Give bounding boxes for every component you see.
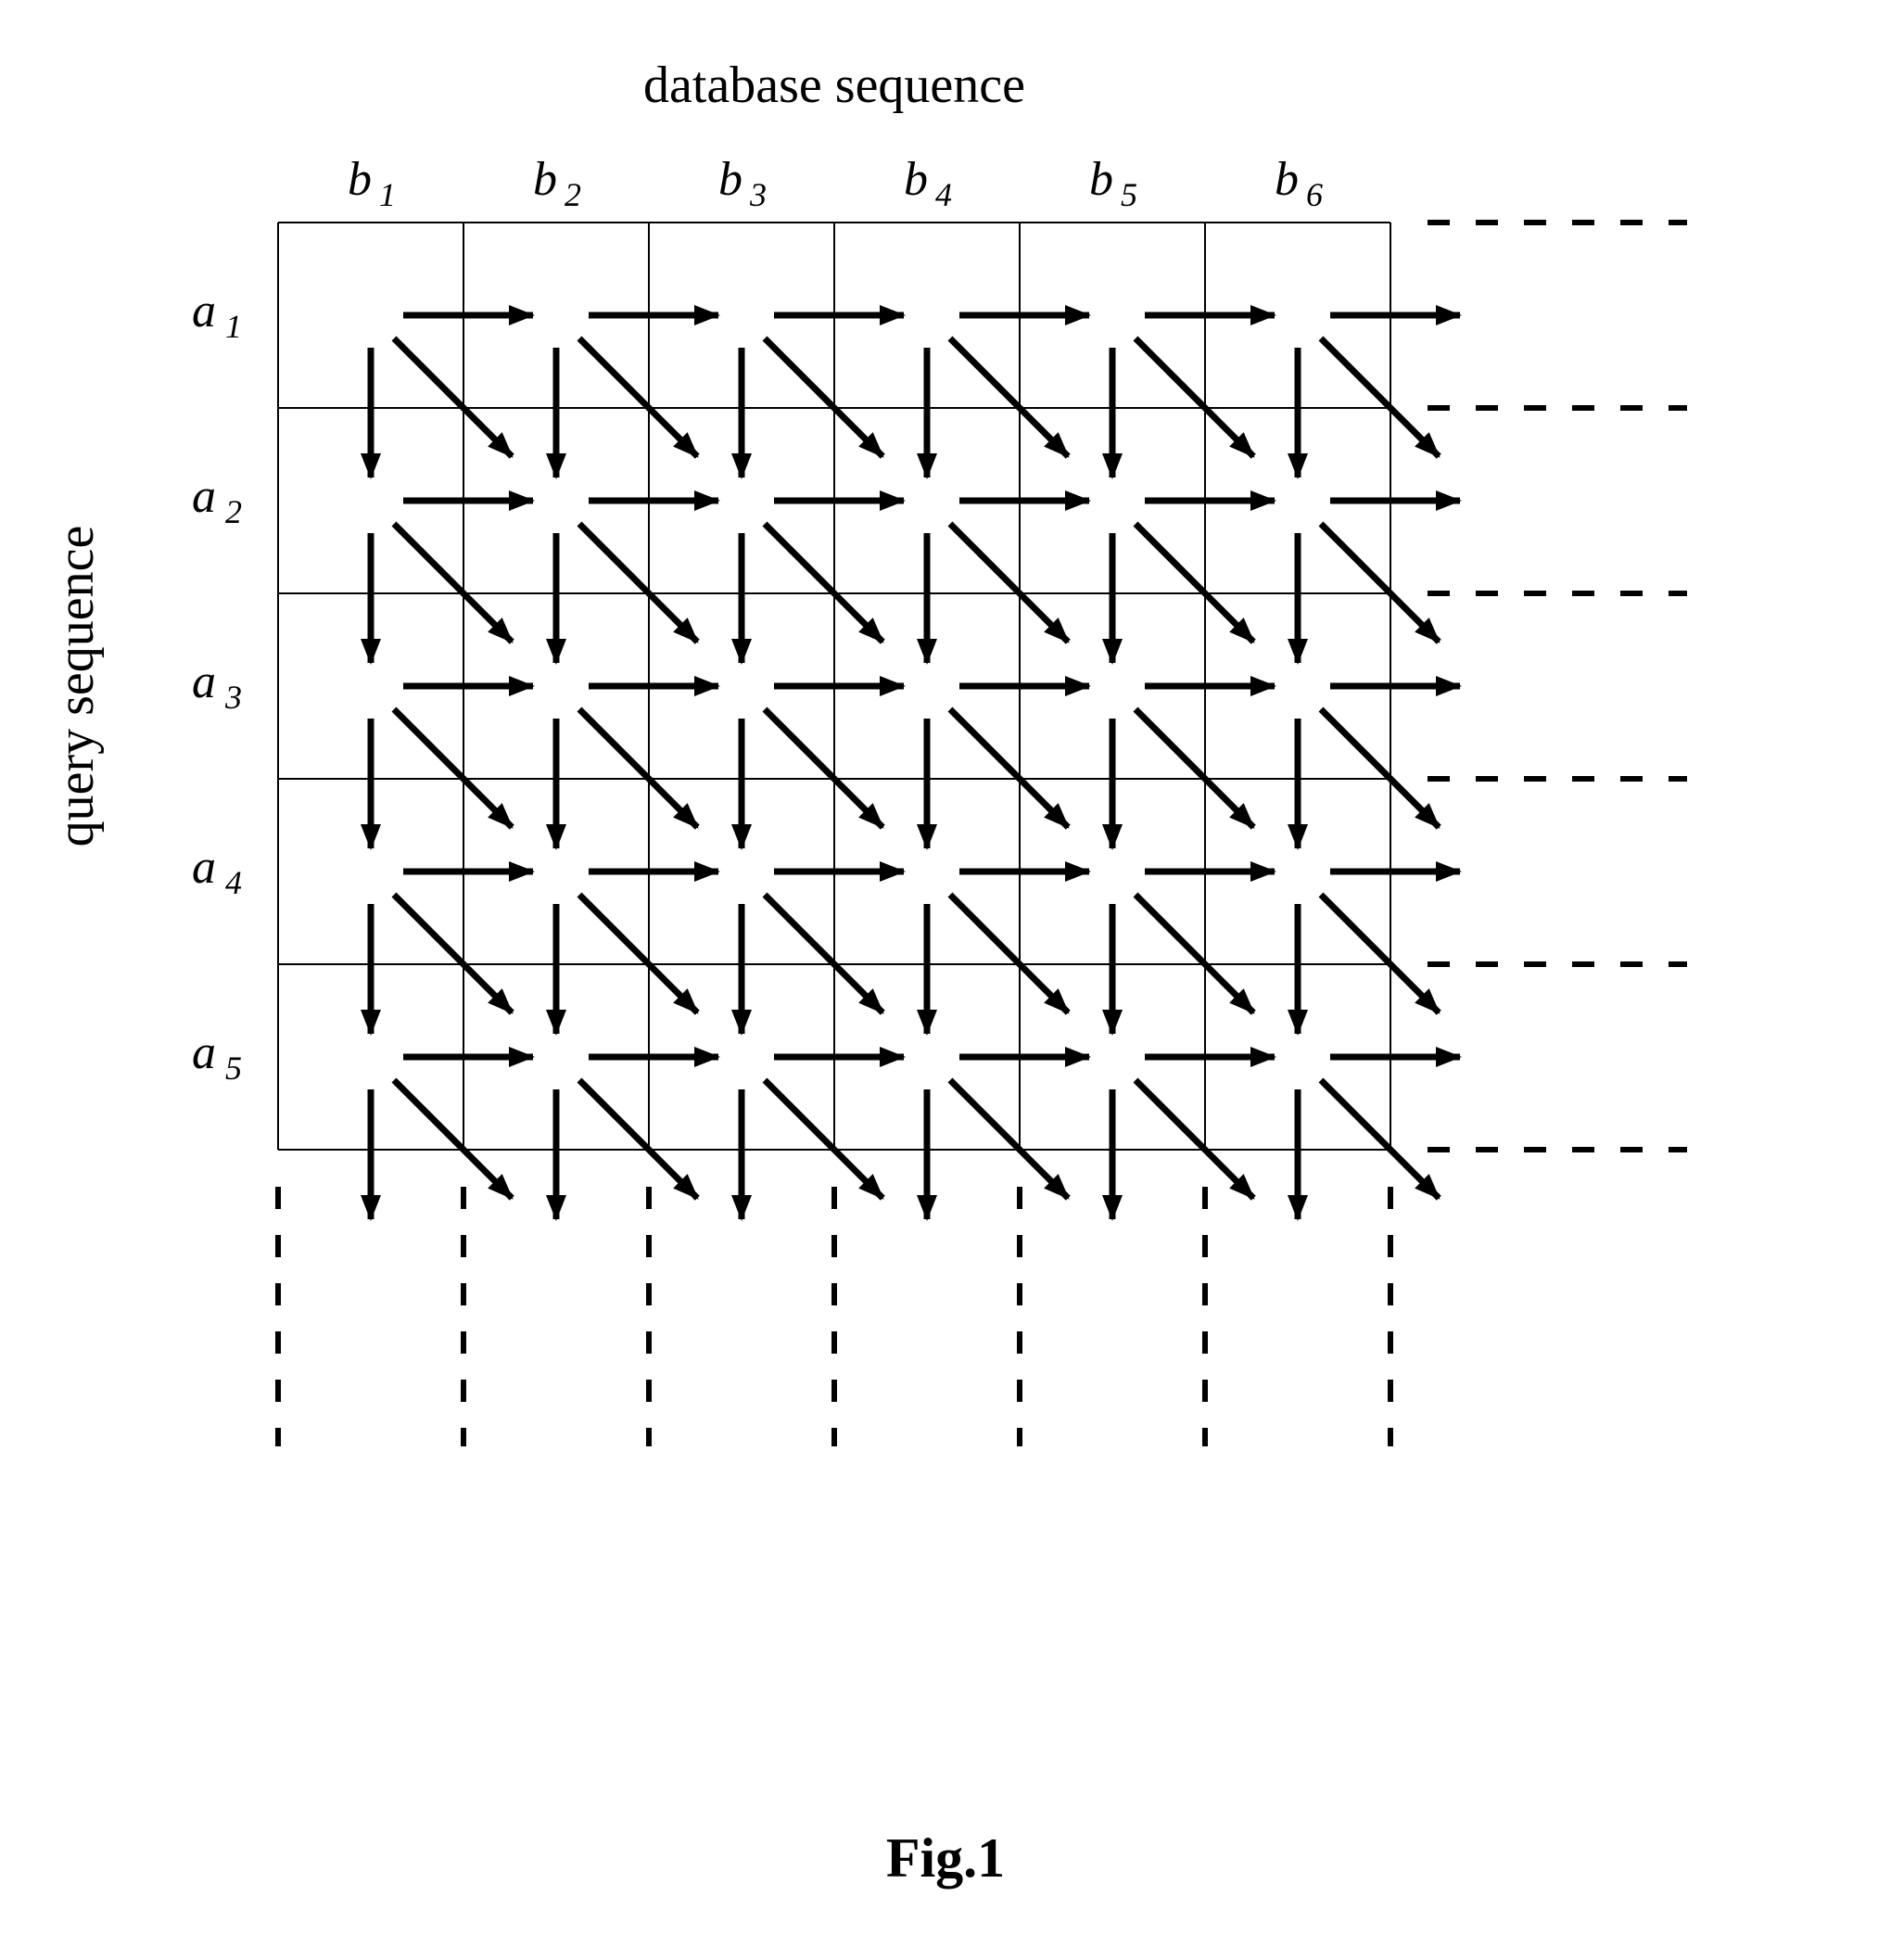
svg-text:1: 1 <box>379 176 396 213</box>
svg-text:a: a <box>192 1026 216 1079</box>
figure-caption: Fig.1 <box>886 1826 1005 1890</box>
figure-wrap: database sequencequery sequenceb1b2b3b4b… <box>37 37 1854 1890</box>
svg-text:1: 1 <box>225 308 242 345</box>
svg-text:2: 2 <box>565 176 581 213</box>
svg-text:b: b <box>348 153 372 206</box>
svg-text:query sequence: query sequence <box>47 526 105 847</box>
dp-grid-diagram: database sequencequery sequenceb1b2b3b4b… <box>37 37 1854 1799</box>
svg-text:a: a <box>192 470 216 523</box>
svg-text:3: 3 <box>749 176 767 213</box>
svg-text:3: 3 <box>224 679 242 716</box>
svg-text:b: b <box>1089 153 1113 206</box>
svg-text:6: 6 <box>1306 176 1323 213</box>
svg-text:5: 5 <box>1121 176 1137 213</box>
svg-text:b: b <box>718 153 742 206</box>
svg-text:b: b <box>533 153 557 206</box>
svg-text:b: b <box>1275 153 1299 206</box>
svg-text:4: 4 <box>935 176 952 213</box>
svg-text:2: 2 <box>225 493 242 530</box>
svg-text:b: b <box>904 153 928 206</box>
svg-text:a: a <box>192 655 216 708</box>
svg-text:5: 5 <box>225 1050 242 1087</box>
svg-text:4: 4 <box>225 864 242 901</box>
svg-text:a: a <box>192 841 216 894</box>
svg-text:database sequence: database sequence <box>643 57 1025 114</box>
svg-text:a: a <box>192 285 216 337</box>
